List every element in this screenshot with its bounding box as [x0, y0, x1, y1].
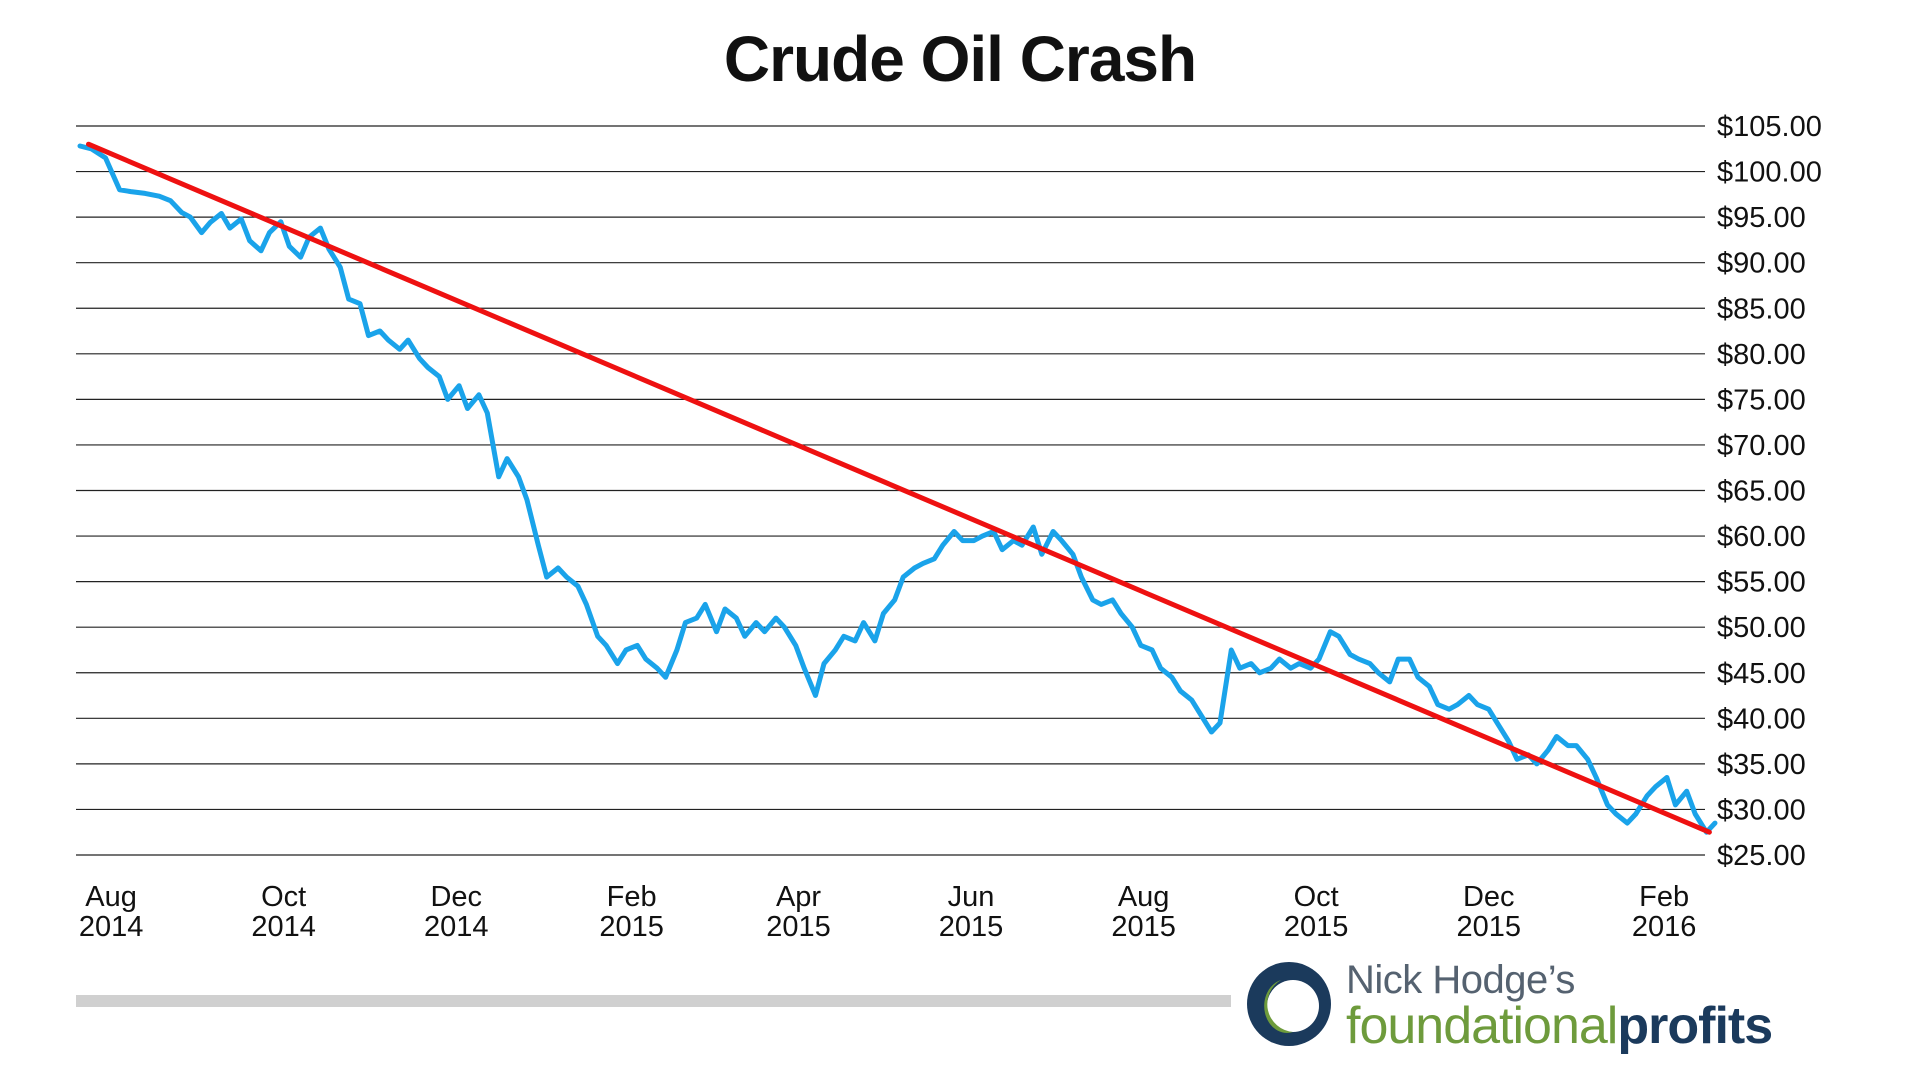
x-tick-month: Jun: [948, 881, 995, 913]
y-tick-label: $35.00: [1717, 749, 1806, 781]
x-tick-year: 2016: [1632, 911, 1697, 943]
x-tick-month: Apr: [776, 881, 821, 913]
y-tick-label: $75.00: [1717, 384, 1806, 416]
x-tick-year: 2015: [599, 911, 664, 943]
y-tick-label: $100.00: [1717, 157, 1822, 189]
x-tick-month: Feb: [607, 881, 657, 913]
brand-wordmark: foundationalprofits: [1346, 996, 1773, 1056]
y-tick-label: $25.00: [1717, 840, 1806, 872]
x-tick-month: Feb: [1639, 881, 1689, 913]
y-tick-label: $65.00: [1717, 476, 1806, 508]
x-tick-month: Oct: [1294, 881, 1339, 913]
y-tick-label: $60.00: [1717, 521, 1806, 553]
y-tick-label: $30.00: [1717, 794, 1806, 826]
y-tick-label: $105.00: [1717, 111, 1822, 143]
x-tick-month: Oct: [261, 881, 306, 913]
y-tick-label: $95.00: [1717, 202, 1806, 234]
brand-wordmark-part1: foundational: [1346, 997, 1618, 1055]
x-tick-month: Dec: [430, 881, 482, 913]
x-tick-year: 2015: [939, 911, 1004, 943]
footer-divider: [76, 995, 1231, 1007]
y-tick-label: $40.00: [1717, 703, 1806, 735]
foundational-profits-logo-icon: [1247, 962, 1331, 1046]
x-tick-year: 2015: [1111, 911, 1176, 943]
y-tick-label: $85.00: [1717, 293, 1806, 325]
y-tick-label: $50.00: [1717, 612, 1806, 644]
trend-line: [86, 141, 1712, 835]
brand-name: Nick Hodge’s: [1346, 958, 1575, 1002]
x-tick-year: 2014: [424, 911, 489, 943]
x-tick-month: Dec: [1463, 881, 1515, 913]
y-tick-label: $80.00: [1717, 339, 1806, 371]
chart-title: Crude Oil Crash: [723, 23, 1197, 95]
x-tick-year: 2015: [766, 911, 831, 943]
brand-wordmark-part2: profits: [1617, 997, 1773, 1055]
x-tick-year: 2015: [1284, 911, 1349, 943]
x-axis-labels: Aug2014Oct2014Dec2014Feb2015Apr2015Jun20…: [79, 881, 1697, 943]
series-lines: [77, 141, 1718, 835]
x-tick-year: 2014: [251, 911, 316, 943]
oil-price-line: [77, 143, 1718, 835]
x-tick-year: 2014: [79, 911, 144, 943]
y-tick-label: $90.00: [1717, 248, 1806, 280]
x-tick-year: 2015: [1456, 911, 1521, 943]
grid-lines: [76, 125, 1705, 856]
y-tick-label: $45.00: [1717, 658, 1806, 690]
y-axis-labels: $105.00 $100.00 $95.00 $90.00 $85.00 $80.00 $7…: [1717, 111, 1822, 872]
y-tick-label: $55.00: [1717, 567, 1806, 599]
y-tick-label: $70.00: [1717, 430, 1806, 462]
x-tick-month: Aug: [1118, 881, 1170, 913]
x-tick-month: Aug: [85, 881, 137, 913]
